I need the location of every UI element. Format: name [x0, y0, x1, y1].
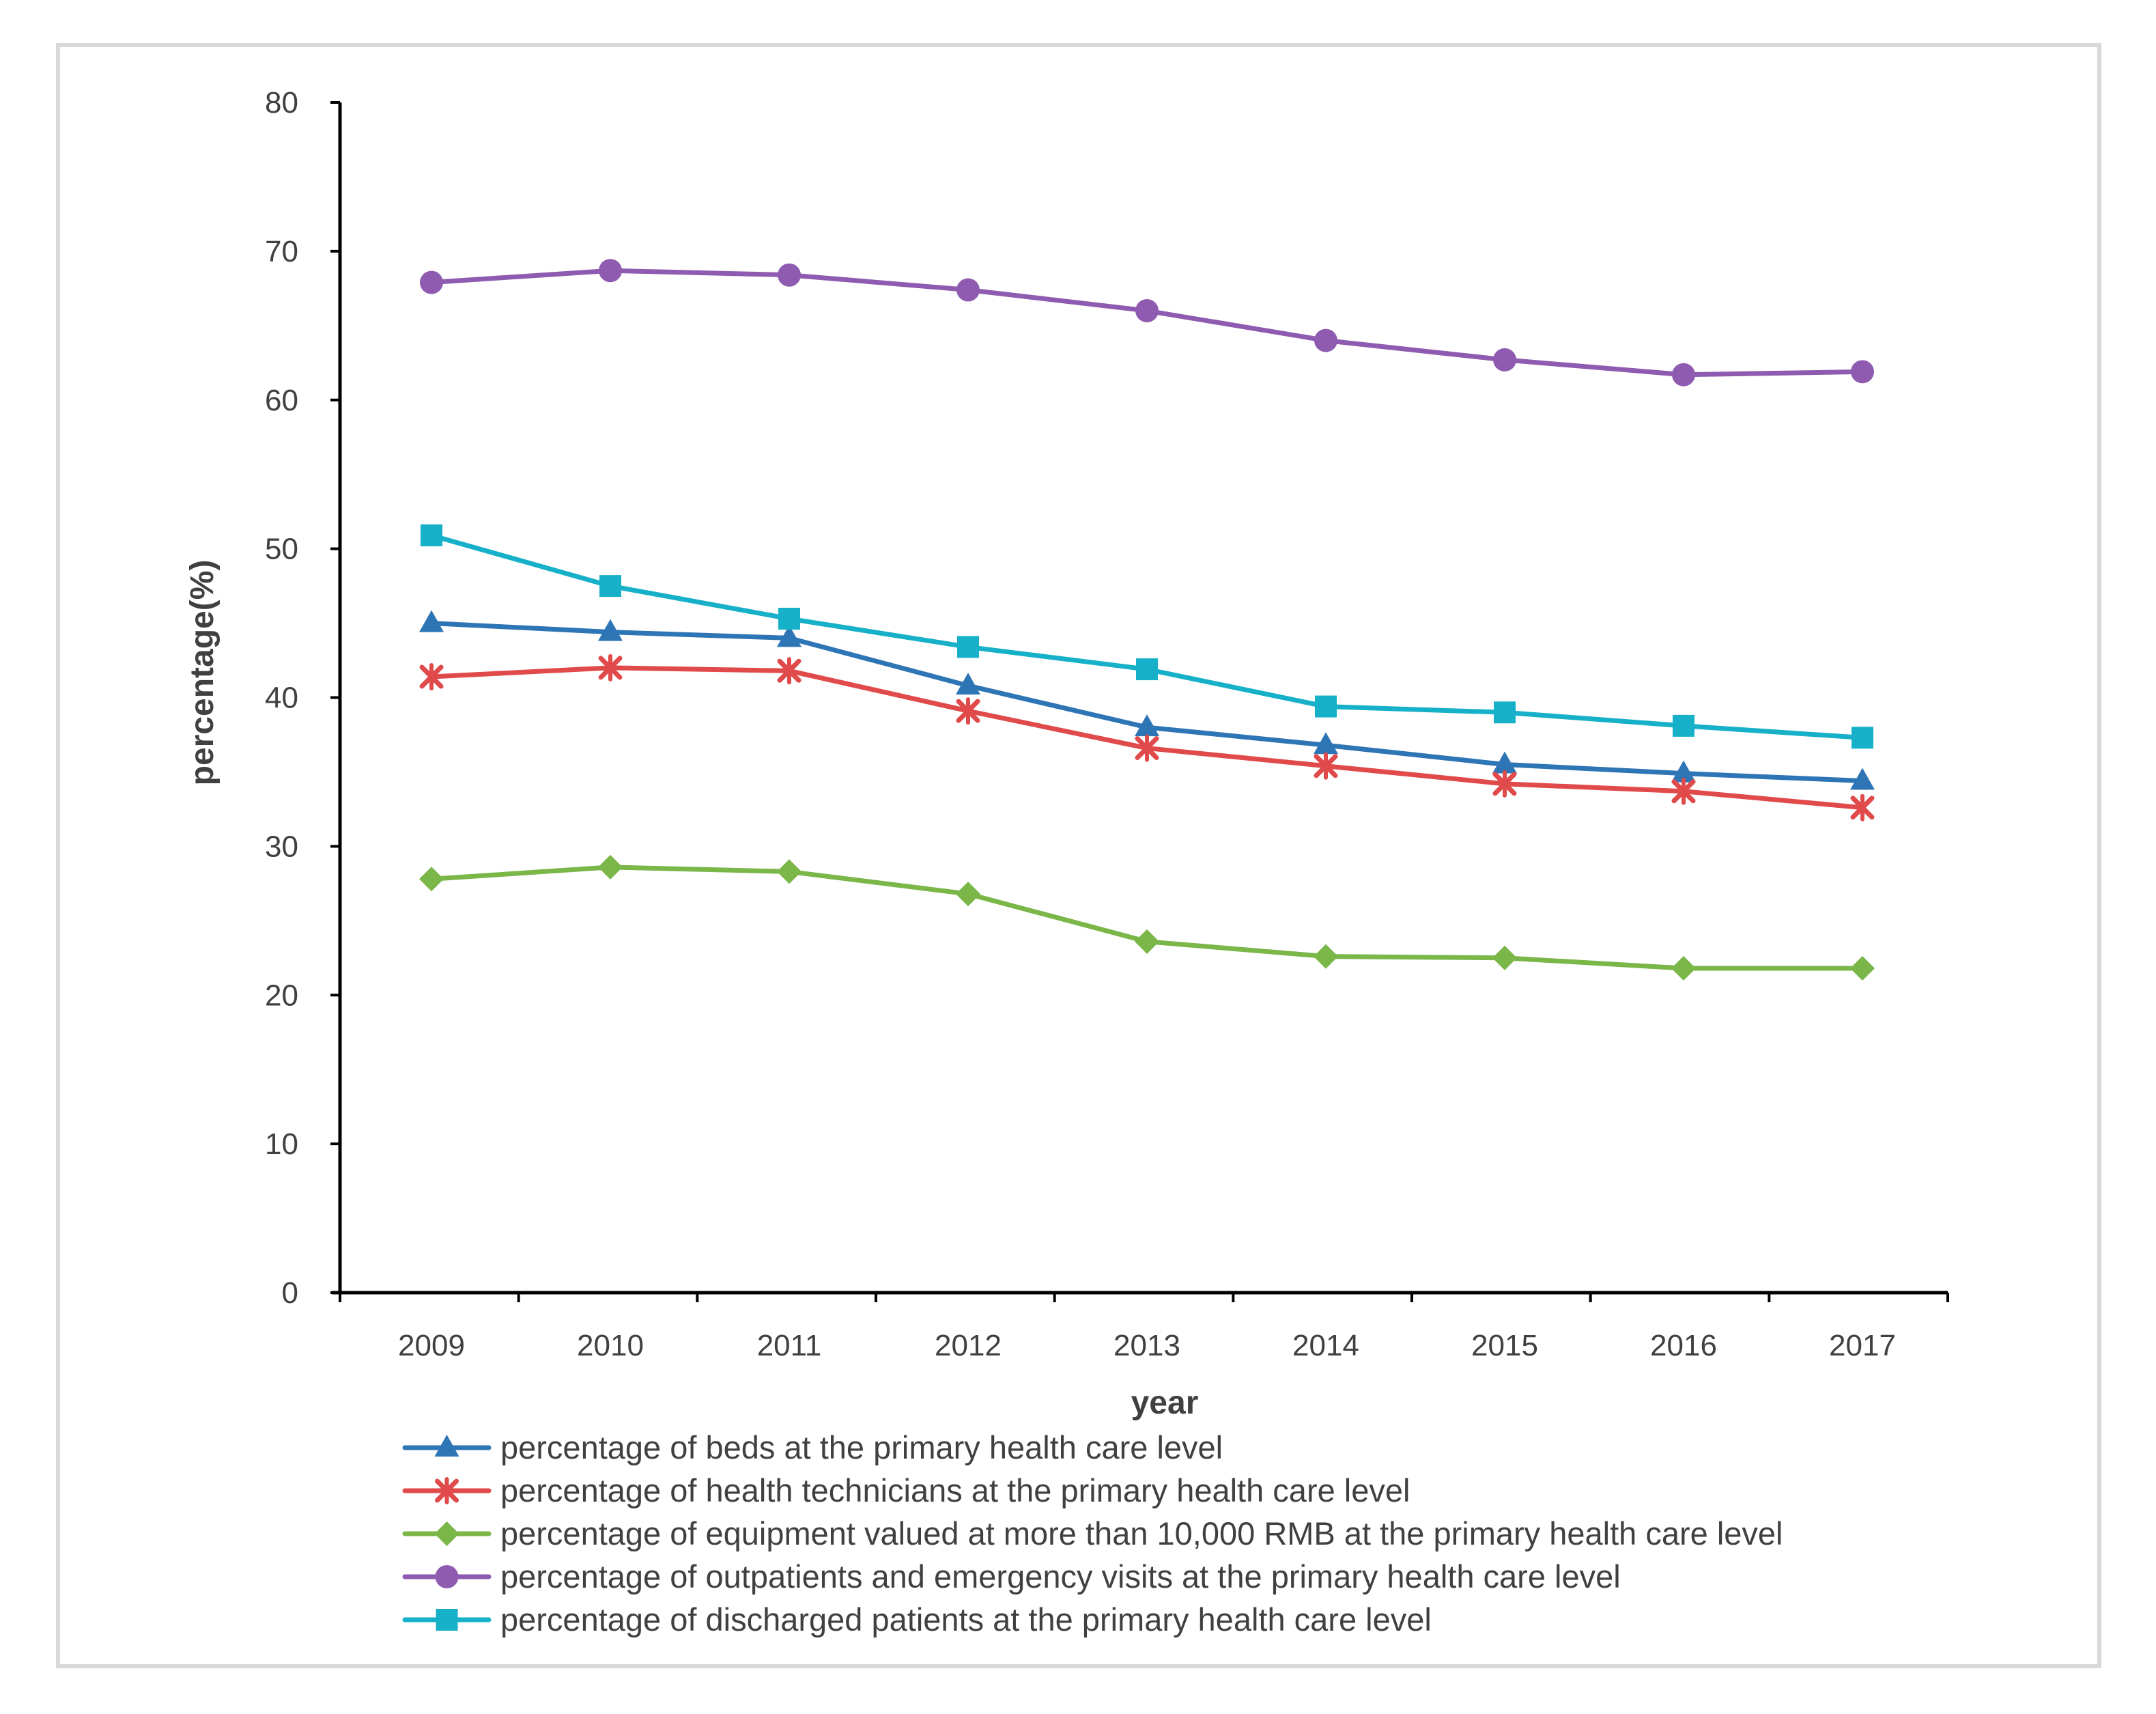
- data-point-square: [1136, 658, 1158, 681]
- data-point-diamond: [956, 882, 980, 907]
- x-tick-label: 2012: [935, 1329, 1002, 1362]
- data-point-circle: [956, 278, 980, 302]
- legend-marker-diamond: [434, 1521, 459, 1546]
- data-point-circle: [1314, 328, 1337, 352]
- x-tick-label: 2015: [1471, 1329, 1538, 1362]
- y-tick-label: 50: [265, 533, 298, 566]
- series-circle: [420, 259, 1874, 387]
- data-point-triangle: [956, 673, 980, 695]
- x-tick-label: 2009: [398, 1329, 465, 1362]
- data-point-star: [419, 662, 444, 690]
- y-tick-label: 30: [265, 830, 298, 863]
- data-point-triangle: [777, 625, 802, 647]
- data-point-triangle: [419, 610, 444, 632]
- series-star: [419, 654, 1875, 821]
- legend-item: percentage of outpatients and emergency …: [402, 1558, 1621, 1594]
- y-tick-label: 20: [265, 979, 298, 1012]
- x-tick-label: 2010: [577, 1329, 644, 1362]
- legend-item: percentage of discharged patients at the…: [402, 1601, 1432, 1638]
- data-point-circle: [599, 259, 622, 283]
- data-point-star: [1314, 752, 1338, 780]
- data-point-circle: [778, 263, 801, 287]
- y-tick-label: 70: [265, 235, 298, 268]
- x-tick-label: 2017: [1829, 1329, 1896, 1362]
- legend-marker-triangle: [434, 1435, 459, 1457]
- data-point-triangle: [598, 619, 623, 641]
- legend: percentage of beds at the primary health…: [402, 1429, 1783, 1638]
- data-point-star: [598, 654, 623, 682]
- data-point-square: [1852, 727, 1873, 749]
- x-tick-label: 2016: [1650, 1329, 1717, 1362]
- data-point-triangle: [1850, 768, 1875, 790]
- y-tick-label: 60: [265, 384, 298, 417]
- data-point-diamond: [1314, 944, 1338, 969]
- data-point-circle: [1493, 348, 1516, 371]
- data-point-square: [1494, 701, 1516, 724]
- data-point-diamond: [419, 867, 444, 892]
- data-point-circle: [1851, 360, 1874, 384]
- legend-label: percentage of equipment valued at more t…: [500, 1515, 1783, 1551]
- data-point-triangle: [1135, 714, 1159, 737]
- y-tick-label: 40: [265, 682, 298, 715]
- data-point-diamond: [598, 854, 623, 880]
- data-point-diamond: [1492, 945, 1517, 970]
- data-point-diamond: [1135, 929, 1159, 954]
- legend-label: percentage of health technicians at the …: [500, 1472, 1410, 1508]
- data-point-circle: [1135, 299, 1159, 323]
- y-tick-label: 0: [282, 1276, 298, 1310]
- data-point-circle: [420, 270, 443, 294]
- data-point-triangle: [1492, 751, 1517, 774]
- y-axis-ticks: 0 10 20 30 40 50 60 70 80: [265, 86, 340, 1310]
- series-triangle: [419, 610, 1875, 790]
- chart-frame: [56, 43, 2101, 1668]
- y-tick-label: 80: [265, 86, 298, 120]
- data-point-diamond: [1850, 956, 1875, 981]
- data-point-circle: [1672, 363, 1695, 387]
- series-layer: [419, 259, 1875, 981]
- x-axis-ticks: 2009 2010 2011 2012 2013 2014 2015 2016 2017: [339, 1293, 1949, 1362]
- legend-label: percentage of beds at the primary health…: [500, 1429, 1223, 1465]
- legend-label: percentage of discharged patients at the…: [500, 1601, 1432, 1638]
- data-point-star: [956, 697, 980, 725]
- data-point-star: [777, 657, 802, 685]
- data-point-star: [1135, 734, 1159, 762]
- legend-marker-star: [435, 1477, 459, 1504]
- data-point-star: [1850, 793, 1875, 821]
- x-axis-title: year: [1131, 1385, 1199, 1421]
- data-point-square: [421, 524, 442, 547]
- data-point-star: [1671, 777, 1696, 805]
- data-point-triangle: [1314, 732, 1338, 755]
- series-diamond: [419, 854, 1875, 981]
- data-point-square: [599, 575, 621, 598]
- x-tick-label: 2013: [1114, 1329, 1180, 1362]
- legend-label: percentage of outpatients and emergency …: [500, 1558, 1621, 1594]
- x-tick-label: 2011: [757, 1329, 822, 1362]
- data-point-square: [778, 608, 800, 630]
- data-point-square: [1315, 695, 1337, 718]
- legend-marker-square: [436, 1609, 458, 1631]
- data-point-triangle: [1671, 760, 1696, 783]
- data-point-diamond: [777, 859, 802, 884]
- y-tick-label: 10: [265, 1127, 298, 1161]
- data-point-square: [957, 636, 979, 658]
- data-point-star: [1492, 770, 1517, 798]
- x-tick-label: 2014: [1292, 1329, 1359, 1362]
- legend-marker-circle: [435, 1565, 459, 1588]
- legend-item: percentage of equipment valued at more t…: [402, 1515, 1783, 1551]
- data-point-square: [1673, 714, 1694, 737]
- legend-item: percentage of health technicians at the …: [402, 1472, 1410, 1508]
- y-axis-title: percentage(%): [184, 560, 221, 786]
- legend-item: percentage of beds at the primary health…: [402, 1429, 1223, 1465]
- series-square: [421, 524, 1873, 749]
- data-point-diamond: [1671, 956, 1696, 981]
